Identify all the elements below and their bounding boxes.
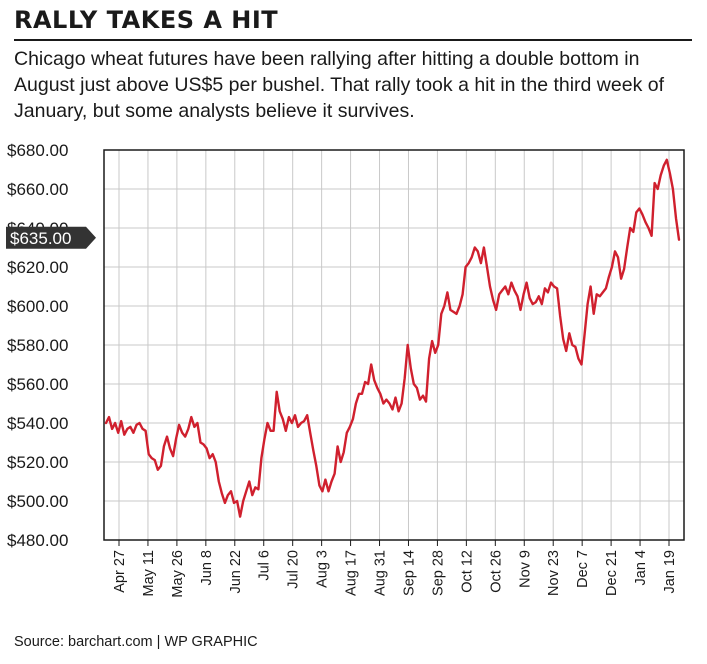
- y-tick-label: $500.00: [7, 492, 68, 511]
- source-note: Source: barchart.com | WP GRAPHIC: [14, 634, 258, 650]
- x-tick-label: Jun 8: [199, 550, 215, 585]
- x-tick-label: Aug 31: [373, 550, 389, 596]
- y-tick-label: $620.00: [7, 258, 68, 277]
- data-points: [105, 159, 680, 518]
- y-tick-label: $680.00: [7, 141, 68, 160]
- x-tick-label: Aug 3: [315, 550, 331, 588]
- x-tick-label: Jul 6: [257, 550, 273, 581]
- x-tick-label: May 11: [141, 550, 157, 596]
- y-tick-label: $520.00: [7, 453, 68, 472]
- x-tick-label: Sep 14: [401, 550, 417, 596]
- x-tick-label: Jun 22: [228, 550, 244, 594]
- x-tick-label: Nov 9: [517, 550, 533, 588]
- y-tick-label: $580.00: [7, 336, 68, 355]
- y-axis-ticks: $480.00 $500.00 $520.00 $540.00 $560.00 $580.…: [7, 141, 68, 550]
- plot-frame: [103, 149, 685, 541]
- y-tick-label: $560.00: [7, 375, 68, 394]
- x-tick-label: Dec 21: [604, 550, 620, 596]
- callout-label: $635.00: [10, 229, 71, 248]
- x-tick-label: Aug 17: [344, 550, 360, 596]
- x-tick-label: Sep 28: [430, 550, 446, 596]
- callout-flag: [6, 226, 96, 249]
- x-tick-label: Nov 23: [546, 550, 562, 596]
- x-tick-label: Oct 26: [488, 550, 504, 593]
- x-axis-ticks: Apr 27 May 11 May 26 Jun 8 Jun 22 Jul 6 Jul 20…: [112, 540, 678, 598]
- x-tick-label: Jul 20: [286, 550, 302, 589]
- x-tick-label: Jan 19: [662, 550, 678, 594]
- x-tick-label: Oct 12: [459, 550, 475, 593]
- y-tick-label: $480.00: [7, 531, 68, 550]
- title-rule: [14, 39, 692, 41]
- y-tick-label: $540.00: [7, 414, 68, 433]
- x-tick-label: Apr 27: [112, 550, 128, 593]
- y-tick-label: $600.00: [7, 297, 68, 316]
- price-callout: $635.00: [6, 226, 96, 249]
- x-tick-label: May 26: [170, 550, 186, 598]
- wheat-futures-line: [104, 158, 681, 518]
- x-tick-label: Dec 7: [575, 550, 591, 588]
- grid-lines: [104, 149, 684, 541]
- chart-subtitle: Chicago wheat futures have been rallying…: [14, 48, 665, 122]
- chart-title: RALLY TAKES A HIT: [14, 6, 279, 34]
- y-tick-label: $660.00: [7, 180, 68, 199]
- x-tick-label: Jan 4: [633, 550, 649, 585]
